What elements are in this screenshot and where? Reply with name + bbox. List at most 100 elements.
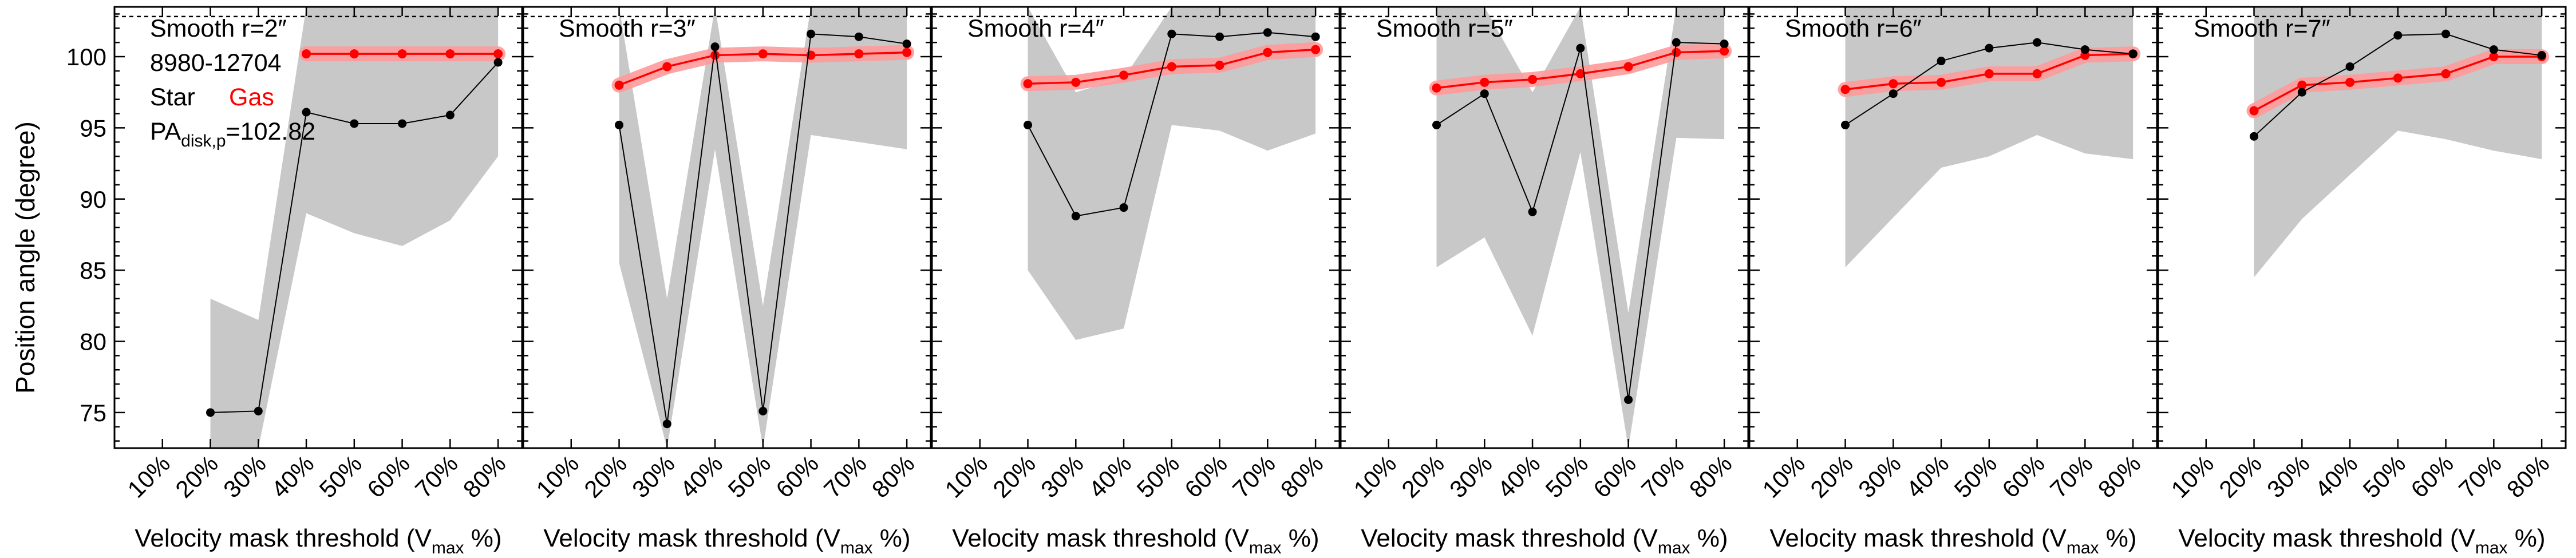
star-point [1311, 32, 1320, 41]
x-axis-label-tail: %) [873, 524, 911, 552]
x-tick-label: 60% [2405, 450, 2459, 503]
star-point [1841, 120, 1850, 129]
x-tick-label: 10% [122, 450, 175, 503]
panel-3: 10%20%30%40%50%60%70%80% Smooth r=4″ Veloc… [931, 6, 1341, 557]
panel-title: Smooth r=7″ [2194, 15, 2330, 42]
x-tick-label: 20% [2214, 450, 2267, 503]
x-axis-label: Velocity mask threshold (Vmax %) [1769, 524, 2136, 557]
x-axis-label-tail: %) [2508, 524, 2546, 552]
x-axis-label-main: Velocity mask threshold (V [543, 524, 840, 552]
x-axis-label-tail: %) [1690, 524, 1728, 552]
star-point [1528, 207, 1537, 216]
x-tick-label: 10% [1348, 450, 1401, 503]
panel-title: Smooth r=6″ [1785, 15, 1922, 42]
gas-point [1840, 85, 1850, 94]
star-point [302, 108, 311, 117]
gas-point [1023, 79, 1033, 89]
star-point [1888, 89, 1898, 98]
x-tick-label: 50% [723, 450, 776, 503]
panel-6: 10%20%30%40%50%60%70%80% Smooth r=7″ Veloc… [2157, 6, 2567, 557]
x-tick-label: 50% [1540, 450, 1594, 503]
gas-point [445, 49, 455, 59]
panel-title: Smooth r=2″ [150, 15, 287, 42]
y-axis-label: Position angle (degree) [10, 121, 40, 394]
x-tick-label: 20% [1805, 450, 1858, 503]
star-uncertainty-band [619, 7, 907, 448]
star-point [2297, 88, 2306, 97]
panel-5: 10%20%30%40%50%60%70%80% Smooth r=6″ Veloc… [1748, 6, 2158, 557]
x-axis-label-main: Velocity mask threshold (V [2178, 524, 2475, 552]
star-point [854, 32, 863, 41]
x-tick-label: 80% [458, 450, 511, 503]
star-uncertainty-band [210, 7, 499, 448]
gas-point [1215, 60, 1224, 70]
x-tick-label: 40% [675, 450, 728, 503]
x-tick-label: 60% [1997, 450, 2050, 503]
star-point [493, 58, 503, 67]
star-uncertainty-band [1028, 7, 1316, 340]
gas-point [1167, 62, 1176, 72]
gas-point [1672, 48, 1681, 57]
panel-title: Smooth r=4″ [967, 15, 1104, 42]
x-tick-label: 20% [987, 450, 1041, 503]
x-axis-label: Velocity mask threshold (Vmax %) [135, 524, 501, 557]
gas-point [397, 49, 407, 59]
panel-2: 10%20%30%40%50%60%70%80% Smooth r=3″ Veloc… [522, 6, 932, 557]
x-tick-label: 70% [1636, 450, 1689, 503]
gas-point [2489, 52, 2499, 62]
gas-point [854, 49, 864, 59]
gas-point [1480, 77, 1490, 87]
x-tick-label: 20% [1396, 450, 1449, 503]
gas-point [2297, 80, 2307, 90]
x-tick-label: 30% [1036, 450, 1089, 503]
x-axis-label: Velocity mask threshold (Vmax %) [543, 524, 910, 557]
star-point [1167, 29, 1176, 38]
plot-area [523, 7, 931, 448]
x-tick-label: 10% [2166, 450, 2219, 503]
gas-point [1888, 79, 1898, 89]
star-uncertainty-band [1436, 7, 1725, 448]
star-point [1071, 212, 1080, 221]
star-point [902, 39, 911, 49]
star-point [254, 406, 263, 415]
gas-point [302, 49, 311, 59]
star-point [2033, 38, 2042, 47]
x-tick-label: 80% [2093, 450, 2146, 503]
star-point [1937, 57, 1946, 66]
gas-point [710, 50, 720, 60]
plot-area [1341, 7, 1748, 448]
gas-point [2441, 69, 2451, 78]
star-point [1215, 32, 1224, 41]
gas-point [902, 48, 912, 57]
star-point [807, 29, 816, 38]
gas-point [2345, 77, 2355, 87]
x-tick-label: 70% [2453, 450, 2507, 503]
gas-point [2393, 73, 2403, 83]
x-tick-label: 80% [1684, 450, 1737, 503]
y-tick-label: 85 [80, 257, 106, 284]
y-tick-label: 100 [66, 43, 106, 70]
gas-point [758, 49, 768, 59]
x-tick-label: 40% [266, 450, 319, 503]
x-tick-label: 50% [2358, 450, 2411, 503]
x-tick-label: 70% [1227, 450, 1281, 503]
gas-point [662, 62, 672, 72]
star-point [1985, 43, 1994, 53]
plot-area [932, 7, 1340, 340]
x-axis-label-subscript: max [1249, 539, 1282, 557]
info-block: 8980-12704 Star Gas PAdisk,p=102.82 [150, 49, 315, 151]
star-point [1576, 43, 1585, 53]
star-point [2393, 31, 2403, 40]
star-point [1672, 38, 1681, 47]
star-point [2345, 62, 2354, 71]
panel-4: 10%20%30%40%50%60%70%80% Smooth r=5″ Veloc… [1340, 6, 1749, 557]
gas-point [1311, 45, 1321, 54]
plot-area [1749, 7, 2157, 268]
star-point [1432, 120, 1441, 129]
star-point [710, 42, 720, 52]
x-tick-label: 30% [1444, 450, 1498, 503]
panels: 10%20%30%40%50%60%70%80%7580859095100Smo… [66, 6, 2567, 557]
x-tick-label: 40% [1901, 450, 1954, 503]
gas-point [349, 49, 359, 59]
